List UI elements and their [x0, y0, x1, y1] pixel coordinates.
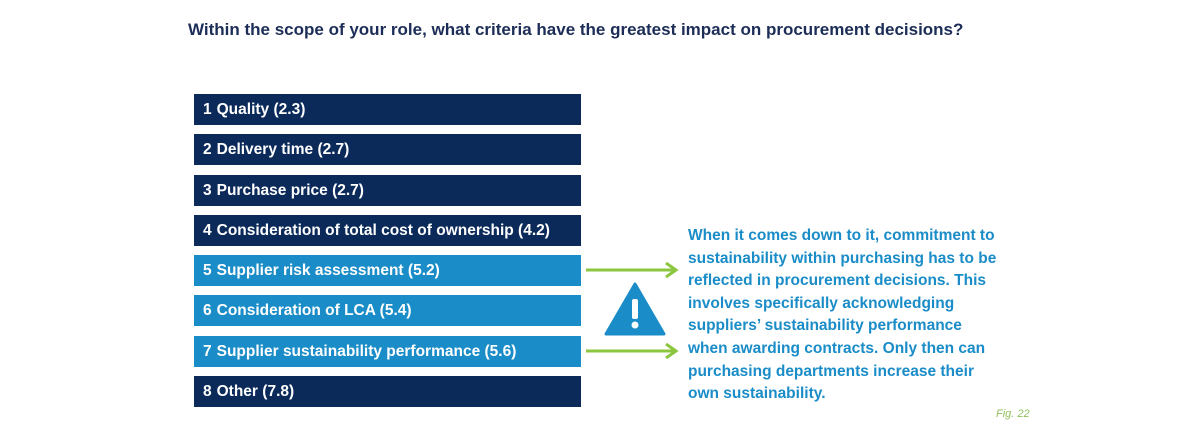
ranking-item-1: 1 Quality (2.3): [194, 94, 581, 125]
ranking-item-3: 3 Purchase price (2.7): [194, 174, 581, 206]
ranking-item-rank: 6: [203, 302, 212, 320]
ranking-item-rank: 2: [203, 141, 212, 159]
ranking-item-label: Delivery time: [216, 141, 314, 159]
ranking-item-rank: 1: [203, 101, 212, 118]
ranking-item-rank: 3: [203, 181, 212, 199]
ranking-item-rank: 7: [203, 342, 212, 360]
ranking-item-rank: 5: [203, 262, 212, 280]
ranking-item-rank: 4: [203, 221, 212, 239]
ranking-item-score: (5.2): [407, 262, 440, 280]
ranking-item-score: (5.4): [379, 302, 412, 320]
ranking-item-score: (2.7): [317, 141, 350, 159]
ranking-item-4: 4 Consideration of total cost of ownershi…: [194, 214, 581, 246]
ranking-item-label: Consideration of total cost of ownership: [216, 221, 514, 239]
ranking-item-label: Quality: [216, 101, 270, 118]
arrow-right-icon: [586, 343, 679, 359]
chart-title: Within the scope of your role, what crit…: [188, 20, 964, 39]
callout-text: When it comes down to it, commitment to …: [688, 227, 997, 403]
ranking-list: 1 Quality (2.3) 2 Delivery time (2.7) 3 Purch…: [194, 94, 581, 416]
ranking-item-8: 8 Other (7.8): [194, 376, 581, 408]
ranking-item-score: (5.6): [484, 342, 517, 360]
ranking-item-6: 6 Consideration of LCA (5.4): [194, 295, 581, 327]
ranking-item-score: (7.8): [262, 383, 295, 401]
warning-triangle-icon: [604, 282, 666, 336]
ranking-item-label: Consideration of LCA: [216, 302, 376, 320]
ranking-item-label: Purchase price: [216, 181, 328, 199]
arrow-right-icon: [586, 262, 679, 278]
ranking-item-score: (4.2): [518, 221, 550, 239]
ranking-item-label: Supplier risk assessment: [216, 262, 404, 280]
ranking-item-2: 2 Delivery time (2.7): [194, 134, 581, 166]
ranking-item-7: 7 Supplier sustainability performance (5.…: [194, 335, 581, 367]
ranking-item-label: Other: [216, 383, 258, 401]
ranking-item-5: 5 Supplier risk assessment (5.2): [194, 255, 581, 287]
ranking-item-score: (2.3): [273, 101, 306, 118]
figure-label: Fig. 22: [996, 408, 1030, 420]
ranking-item-label: Supplier sustainability performance: [216, 342, 481, 360]
ranking-item-rank: 8: [203, 383, 212, 401]
ranking-item-score: (2.7): [332, 181, 364, 199]
